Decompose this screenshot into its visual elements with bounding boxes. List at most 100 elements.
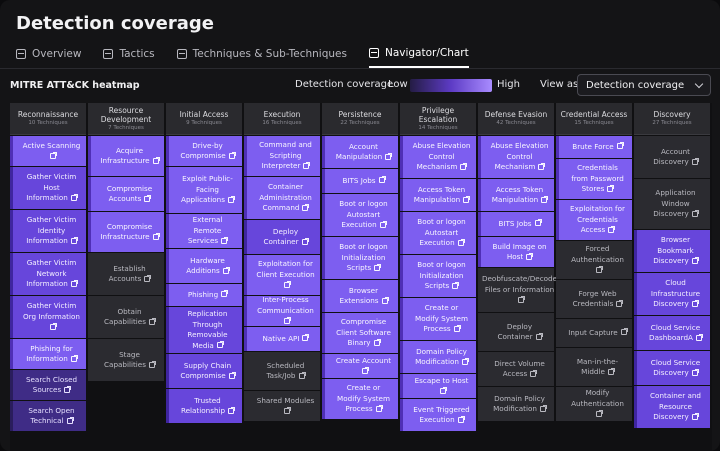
technique-label: BITS Jobs xyxy=(498,219,542,230)
technique-cell[interactable]: Container and Resource Discovery xyxy=(634,386,710,428)
technique-cell[interactable]: Forge Web Credentials xyxy=(556,280,632,318)
technique-label: Deobfuscate/Decode Files or Information xyxy=(482,274,557,306)
technique-label: Gather Victim Host Information xyxy=(26,172,78,203)
technique-cell[interactable]: Cloud Service Discovery xyxy=(634,351,710,385)
technique-cell[interactable]: Obtain Capabilities xyxy=(88,296,164,338)
technique-cell[interactable]: Shared Modules xyxy=(244,391,320,421)
technique-cell[interactable]: Account Discovery xyxy=(634,136,710,178)
technique-cell[interactable]: Hardware Additions xyxy=(166,249,242,283)
technique-cell[interactable]: BITS Jobs xyxy=(322,169,398,193)
tab-overview[interactable]: Overview xyxy=(16,44,81,68)
technique-cell[interactable]: Acquire Infrastructure xyxy=(88,136,164,176)
technique-cell[interactable]: Deobfuscate/Decode Files or Information xyxy=(478,268,557,312)
technique-cell[interactable]: Credentials from Password Stores xyxy=(556,159,632,199)
technique-cell[interactable]: Boot or logon Initialization Scripts xyxy=(322,237,398,279)
technique-cell[interactable]: Access Token Manipulation xyxy=(478,179,554,211)
technique-label: Boot or logon Initialization Scripts xyxy=(339,242,388,273)
technique-cell[interactable]: Create or Modify System Process xyxy=(400,298,476,340)
tactic-header[interactable]: Discovery 27 Techniques xyxy=(634,103,710,135)
coverage-gradient-legend xyxy=(410,79,492,92)
technique-cell[interactable]: Gather Victim Host Information xyxy=(10,167,86,209)
technique-cell[interactable]: Boot or logon Autostart Execution xyxy=(322,194,398,236)
technique-label: BITS Jobs xyxy=(342,176,386,187)
technique-label: Phishing xyxy=(188,290,229,301)
external-link-icon xyxy=(616,142,624,150)
technique-cell[interactable]: Cloud Infrastructure Discovery xyxy=(634,273,710,315)
technique-cell[interactable]: Search Closed Sources xyxy=(10,370,86,400)
tab-navigator-chart[interactable]: Navigator/Chart xyxy=(368,44,469,68)
technique-cell[interactable]: Scheduled Task/Job xyxy=(244,352,320,390)
technique-cell[interactable]: Access Token Manipulation xyxy=(400,179,476,211)
technique-cell[interactable]: Abuse Elevation Control Mechanism xyxy=(478,136,554,178)
technique-cell[interactable]: Trusted Relationship xyxy=(166,389,242,423)
technique-cell[interactable]: Brute Force xyxy=(556,136,632,158)
technique-cell[interactable]: Browser Extensions xyxy=(322,280,398,312)
technique-cell[interactable]: Browser Bookmark Discovery xyxy=(634,230,710,272)
technique-cell[interactable]: Create Account xyxy=(322,354,398,378)
tactic-header[interactable]: Resource Development 7 Techniques xyxy=(88,103,164,135)
external-link-icon xyxy=(64,385,72,393)
technique-cell[interactable]: Abuse Elevation Control Mechanism xyxy=(400,136,476,178)
tab-label: Techniques & Sub-Techniques xyxy=(192,48,347,60)
technique-cell[interactable]: Compromise Accounts xyxy=(88,177,164,211)
technique-cell[interactable]: Phishing xyxy=(166,284,242,306)
technique-cell[interactable]: Input Capture xyxy=(556,319,632,347)
technique-cell[interactable]: Account Manipulation xyxy=(322,136,398,168)
technique-cell[interactable]: Deploy Container xyxy=(478,313,554,351)
technique-cell[interactable]: Replication Through Removable Media xyxy=(166,307,242,353)
technique-cell[interactable]: External Remote Services xyxy=(166,214,242,248)
tab-techniques-sub-techniques[interactable]: Techniques & Sub-Techniques xyxy=(176,44,347,68)
technique-cell[interactable]: Exploit Public-Facing Applications xyxy=(166,167,242,213)
chevron-down-icon xyxy=(694,79,704,88)
technique-cell[interactable]: Domain Policy Modification xyxy=(400,341,476,373)
technique-cell[interactable]: Deploy Container xyxy=(244,220,320,254)
technique-cell[interactable]: Boot or logon Initialization Scripts xyxy=(400,255,476,297)
tab-tactics[interactable]: Tactics xyxy=(103,44,155,68)
technique-cell[interactable]: Command and Scripting Interpreter xyxy=(244,136,320,176)
technique-cell[interactable]: Gather Victim Org Information xyxy=(10,296,86,338)
technique-cell[interactable]: Gather Victim Identity Information xyxy=(10,210,86,252)
external-link-icon xyxy=(216,341,224,348)
technique-cell[interactable]: Man-in-the-Middle xyxy=(556,348,632,386)
technique-cell[interactable]: Search Open Technical xyxy=(10,401,86,431)
technique-cell[interactable]: Direct Volume Access xyxy=(478,352,554,386)
technique-cell[interactable]: Exploitation for Credentials Access xyxy=(556,200,632,240)
technique-cell[interactable]: Modify Authentication xyxy=(556,387,632,421)
technique-cell[interactable]: BITS Jobs xyxy=(478,212,554,236)
view-as-select[interactable]: Detection coverage xyxy=(577,74,711,96)
technique-cell[interactable]: Boot or logon Autostart Execution xyxy=(400,212,476,254)
technique-cell[interactable]: Supply Chain Compromise xyxy=(166,354,242,388)
tactic-header[interactable]: Credential Access 15 Techniques xyxy=(556,103,632,135)
technique-cell[interactable]: Cloud Service DashboardA xyxy=(634,316,710,350)
technique-cell[interactable]: Native API xyxy=(244,327,320,351)
technique-cell[interactable]: Gather Victim Network Information xyxy=(10,253,86,295)
technique-cell[interactable]: Establish Accounts xyxy=(88,253,164,295)
technique-cell[interactable]: Forced Authentication xyxy=(556,241,632,279)
technique-label: Forge Web Credentials xyxy=(568,289,627,310)
technique-cell[interactable]: Compromise Client Software Binary xyxy=(322,313,398,353)
technique-cell[interactable]: Event Triggered Execution xyxy=(400,399,476,431)
technique-cell[interactable]: Drive-by Compromise xyxy=(166,136,242,166)
technique-cell[interactable]: Create or Modify System Process xyxy=(322,379,398,419)
technique-cell[interactable]: Stage Capabilities xyxy=(88,339,164,381)
technique-count: 15 Techniques xyxy=(574,120,614,126)
technique-cell[interactable]: Build Image on Host xyxy=(478,237,554,267)
tactic-header[interactable]: Defense Evasion 42 Techniques xyxy=(478,103,554,135)
navigator-icon xyxy=(368,48,379,58)
tactic-header[interactable]: Privilege Escalation 14 Techniques xyxy=(400,103,476,135)
technique-cell[interactable]: Container Administration Command xyxy=(244,177,320,219)
technique-cell[interactable]: Phishing for Information xyxy=(10,339,86,369)
tactic-header[interactable]: Execution 16 Techniques xyxy=(244,103,320,135)
external-link-icon xyxy=(518,295,525,303)
technique-cell[interactable]: Domain Policy Modification xyxy=(478,387,554,421)
external-link-icon xyxy=(616,299,624,307)
technique-cell[interactable]: Inter-Process Communication xyxy=(244,295,320,326)
technique-cell[interactable]: Compromise Infrastructure xyxy=(88,212,164,252)
tactic-header[interactable]: Persistence 22 Techniques xyxy=(322,103,398,135)
technique-cell[interactable]: Escape to Host xyxy=(400,374,476,398)
tactic-header[interactable]: Reconnaissance 10 Techniques xyxy=(10,103,86,135)
technique-cell[interactable]: Application Window Discovery xyxy=(634,179,710,229)
tactic-header[interactable]: Initial Access 9 Techniques xyxy=(166,103,242,135)
technique-cell[interactable]: Active Scanning xyxy=(10,136,86,166)
technique-cell[interactable]: Exploitation for Client Execution xyxy=(244,255,320,295)
